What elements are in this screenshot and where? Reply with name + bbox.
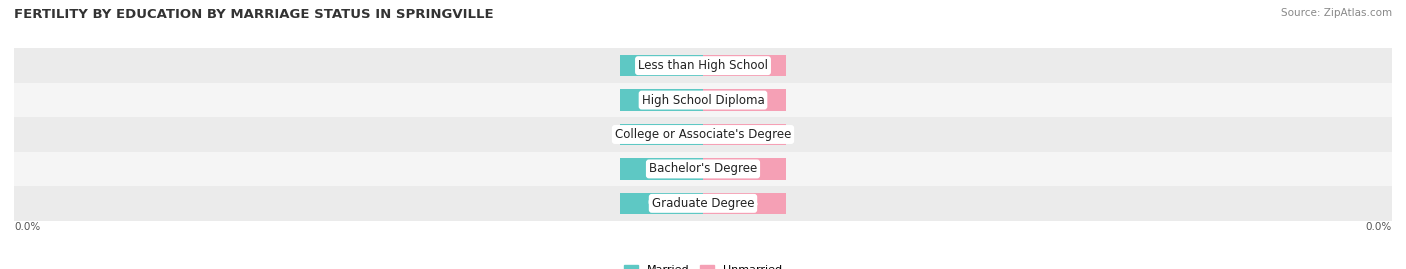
Bar xyxy=(703,124,786,145)
Bar xyxy=(14,117,1392,152)
Text: 0.0%: 0.0% xyxy=(647,61,676,71)
Bar xyxy=(703,193,786,214)
Text: Source: ZipAtlas.com: Source: ZipAtlas.com xyxy=(1281,8,1392,18)
Text: 0.0%: 0.0% xyxy=(14,222,41,232)
Text: 0.0%: 0.0% xyxy=(647,164,676,174)
Text: 0.0%: 0.0% xyxy=(730,198,759,208)
Bar xyxy=(703,89,786,111)
Bar xyxy=(620,55,703,76)
Text: Less than High School: Less than High School xyxy=(638,59,768,72)
Legend: Married, Unmarried: Married, Unmarried xyxy=(624,264,782,269)
Bar xyxy=(620,89,703,111)
Bar xyxy=(14,152,1392,186)
Text: High School Diploma: High School Diploma xyxy=(641,94,765,107)
Bar xyxy=(14,83,1392,117)
Text: 0.0%: 0.0% xyxy=(1365,222,1392,232)
Text: FERTILITY BY EDUCATION BY MARRIAGE STATUS IN SPRINGVILLE: FERTILITY BY EDUCATION BY MARRIAGE STATU… xyxy=(14,8,494,21)
Text: Graduate Degree: Graduate Degree xyxy=(652,197,754,210)
Text: Bachelor's Degree: Bachelor's Degree xyxy=(650,162,756,175)
Text: 0.0%: 0.0% xyxy=(730,95,759,105)
Bar xyxy=(14,186,1392,221)
Text: College or Associate's Degree: College or Associate's Degree xyxy=(614,128,792,141)
Bar xyxy=(620,158,703,180)
Text: 0.0%: 0.0% xyxy=(730,164,759,174)
Text: 0.0%: 0.0% xyxy=(647,198,676,208)
Text: 0.0%: 0.0% xyxy=(730,129,759,140)
Bar xyxy=(703,55,786,76)
Bar xyxy=(703,158,786,180)
Text: 0.0%: 0.0% xyxy=(647,129,676,140)
Text: 0.0%: 0.0% xyxy=(647,95,676,105)
Text: 0.0%: 0.0% xyxy=(730,61,759,71)
Bar xyxy=(14,48,1392,83)
Bar xyxy=(620,193,703,214)
Bar xyxy=(620,124,703,145)
